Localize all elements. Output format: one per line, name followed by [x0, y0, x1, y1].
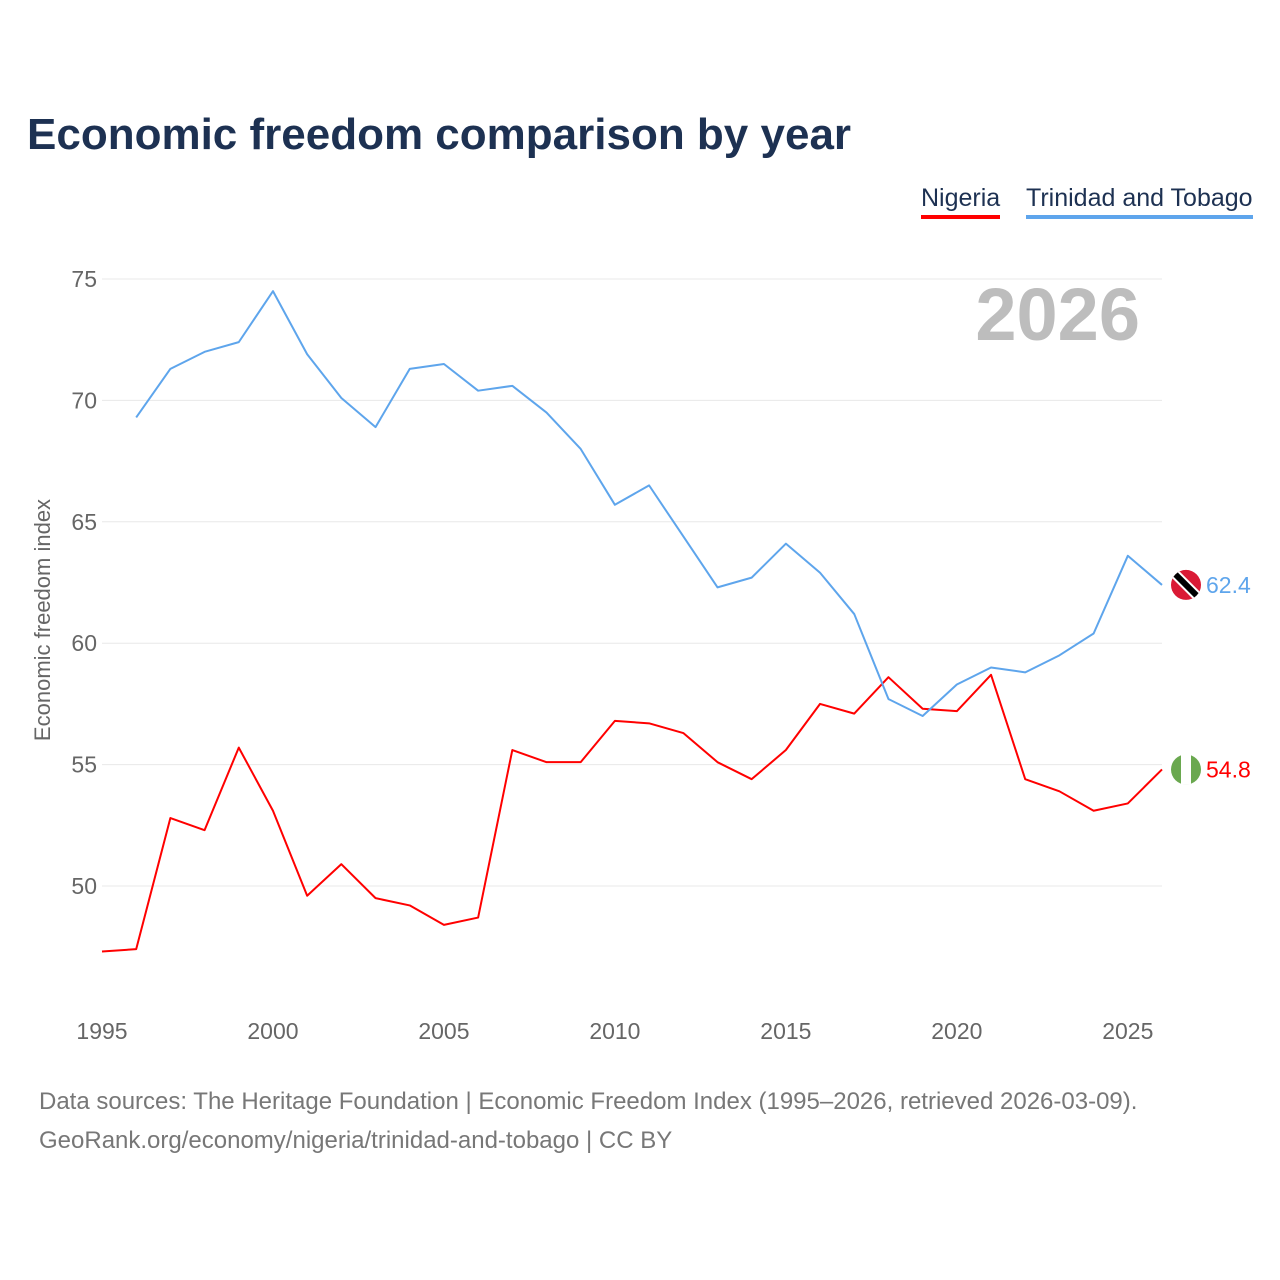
x-tick-label: 2005: [418, 1018, 469, 1044]
legend-trinidad-and-tobago[interactable]: Trinidad and Tobago: [1026, 184, 1253, 219]
source-link[interactable]: GeoRank.org/economy/nigeria/trinidad-and…: [39, 1127, 673, 1154]
x-tick-label: 2015: [760, 1018, 811, 1044]
x-tick-label: 2010: [589, 1018, 640, 1044]
year-watermark: 2026: [975, 273, 1140, 356]
y-tick-label: 55: [71, 752, 97, 778]
trinidad-flag-black-band: [1171, 569, 1201, 600]
legend-nigeria[interactable]: Nigeria: [921, 184, 1001, 219]
x-tick-label: 2020: [931, 1018, 982, 1044]
chart-title: Economic freedom comparison by year: [27, 110, 852, 159]
series-line-trinidad-and-tobago: [135, 290, 1163, 718]
y-tick-label: 70: [71, 387, 97, 413]
series-line-nigeria: [101, 673, 1163, 953]
y-axis-label: Economic freedom index: [30, 499, 55, 741]
x-tick-label: 1995: [76, 1018, 127, 1044]
end-label-trinidad-and-tobago: 62.4: [1206, 572, 1251, 598]
source-text: Data sources: The Heritage Foundation | …: [39, 1088, 1138, 1115]
y-tick-label: 75: [71, 266, 97, 292]
x-tick-label: 2025: [1102, 1018, 1153, 1044]
y-tick-label: 65: [71, 509, 97, 535]
end-label-nigeria: 54.8: [1206, 756, 1251, 782]
y-tick-label: 60: [71, 630, 97, 656]
nigeria-flag-stripe: [1181, 754, 1191, 785]
y-tick-label: 50: [71, 873, 97, 899]
x-tick-label: 2000: [247, 1018, 298, 1044]
